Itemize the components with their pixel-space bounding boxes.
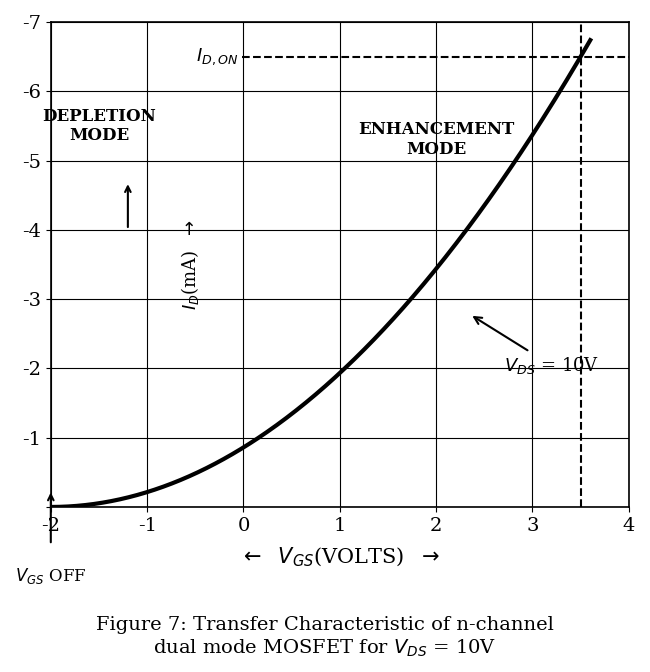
Text: $I_{D,ON}$: $I_{D,ON}$ <box>196 46 239 67</box>
Text: ENHANCEMENT
MODE: ENHANCEMENT MODE <box>358 122 514 158</box>
Text: $I_D$(mA)  $\rightarrow$: $I_D$(mA) $\rightarrow$ <box>179 219 202 310</box>
Text: DEPLETION
MODE: DEPLETION MODE <box>42 108 156 144</box>
X-axis label: $\leftarrow$  $V_{GS}$(VOLTS)  $\rightarrow$: $\leftarrow$ $V_{GS}$(VOLTS) $\rightarro… <box>239 546 440 569</box>
Text: $V_{GS}$ OFF: $V_{GS}$ OFF <box>15 566 86 586</box>
Text: $V_{DS}$ = 10V: $V_{DS}$ = 10V <box>474 317 599 376</box>
Text: Figure 7: Transfer Characteristic of n-channel
dual mode MOSFET for $V_{DS}$ = 1: Figure 7: Transfer Characteristic of n-c… <box>96 616 554 659</box>
